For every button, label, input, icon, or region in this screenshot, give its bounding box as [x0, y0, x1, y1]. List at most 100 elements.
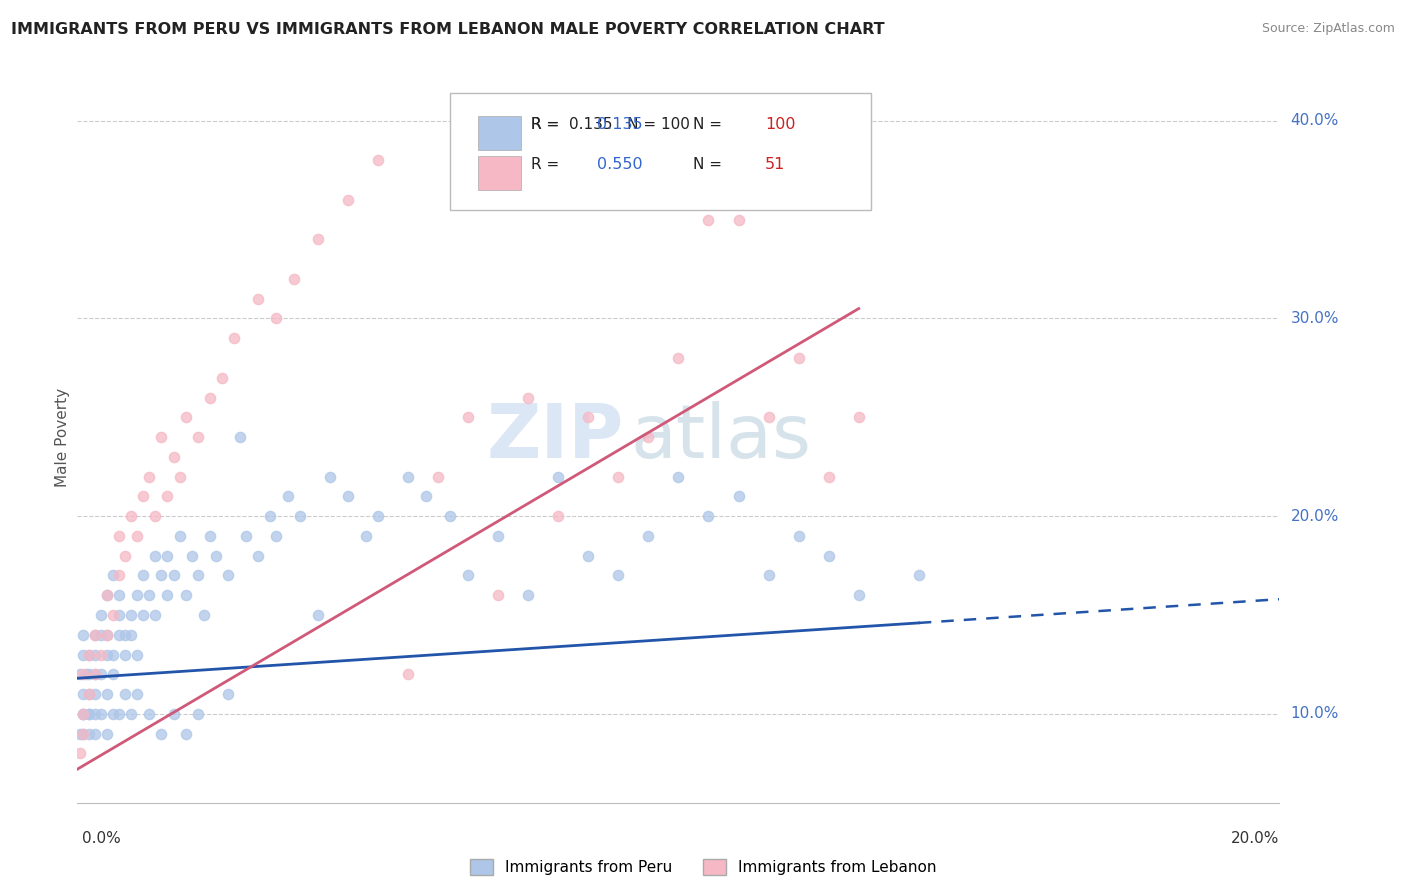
Point [75, 667, 97, 681]
Point [547, 469, 569, 483]
Point [235, 529, 257, 543]
Point [259, 509, 281, 524]
Point [103, 667, 125, 681]
Point [96, 628, 118, 642]
Point [96, 628, 118, 642]
Point [79, 706, 101, 721]
Point [668, 351, 690, 365]
Point [848, 410, 870, 425]
Point [193, 607, 215, 622]
Point [90, 628, 112, 642]
Text: R =  0.135   N = 100: R = 0.135 N = 100 [530, 117, 689, 132]
Text: 51: 51 [765, 158, 786, 172]
Point [246, 292, 269, 306]
Point [439, 509, 461, 524]
Text: 20.0%: 20.0% [1232, 831, 1279, 846]
Point [108, 706, 131, 721]
Point [246, 549, 269, 563]
Point [108, 568, 131, 582]
Point [84, 667, 107, 681]
Point [114, 648, 136, 662]
Point [169, 529, 191, 543]
Point [486, 529, 509, 543]
Point [156, 549, 179, 563]
Point [132, 489, 155, 503]
Y-axis label: Male Poverty: Male Poverty [55, 387, 70, 487]
Point [72, 706, 94, 721]
Point [547, 509, 569, 524]
Point [162, 450, 184, 464]
Text: R =: R = [530, 158, 564, 172]
Text: 0.0%: 0.0% [82, 831, 121, 846]
Point [150, 726, 173, 740]
Point [72, 706, 94, 721]
Point [79, 648, 101, 662]
Point [72, 628, 94, 642]
Legend: Immigrants from Peru, Immigrants from Lebanon: Immigrants from Peru, Immigrants from Le… [470, 860, 936, 875]
Point [283, 272, 305, 286]
Point [396, 667, 419, 681]
Point [90, 706, 112, 721]
Point [90, 667, 112, 681]
Point [114, 687, 136, 701]
Point [120, 628, 142, 642]
FancyBboxPatch shape [478, 156, 520, 190]
Point [96, 726, 118, 740]
Point [84, 667, 107, 681]
Point [138, 469, 160, 483]
Point [211, 371, 233, 385]
Point [264, 311, 287, 326]
Text: 0.135: 0.135 [596, 117, 643, 132]
Point [264, 529, 287, 543]
Point [198, 391, 221, 405]
Point [637, 529, 659, 543]
Point [354, 529, 377, 543]
Point [908, 568, 931, 582]
Point [607, 568, 630, 582]
Point [145, 509, 167, 524]
Point [457, 568, 479, 582]
Point [336, 489, 359, 503]
Point [697, 509, 720, 524]
Point [72, 687, 94, 701]
Point [186, 568, 209, 582]
Point [132, 607, 155, 622]
Point [156, 489, 179, 503]
Text: ZIP: ZIP [486, 401, 624, 474]
Point [277, 489, 299, 503]
Point [72, 726, 94, 740]
Point [138, 588, 160, 602]
Point [114, 549, 136, 563]
Point [108, 607, 131, 622]
Point [186, 706, 209, 721]
Point [727, 212, 749, 227]
Point [162, 706, 184, 721]
Text: 40.0%: 40.0% [1291, 113, 1339, 128]
Point [96, 588, 118, 602]
Point [457, 410, 479, 425]
Point [174, 726, 197, 740]
Point [288, 509, 311, 524]
Point [69, 747, 91, 761]
Point [72, 648, 94, 662]
Text: 10.0%: 10.0% [1291, 706, 1339, 722]
Point [108, 588, 131, 602]
Point [84, 706, 107, 721]
Point [169, 469, 191, 483]
Point [319, 469, 342, 483]
Point [607, 469, 630, 483]
Point [72, 706, 94, 721]
Point [84, 628, 107, 642]
Text: N =: N = [693, 117, 727, 132]
Point [103, 568, 125, 582]
Point [72, 667, 94, 681]
Point [127, 529, 149, 543]
Point [79, 687, 101, 701]
Point [668, 469, 690, 483]
Point [120, 706, 142, 721]
Point [108, 628, 131, 642]
Point [198, 529, 221, 543]
Point [127, 648, 149, 662]
Point [217, 687, 239, 701]
Text: 0.550: 0.550 [596, 158, 643, 172]
